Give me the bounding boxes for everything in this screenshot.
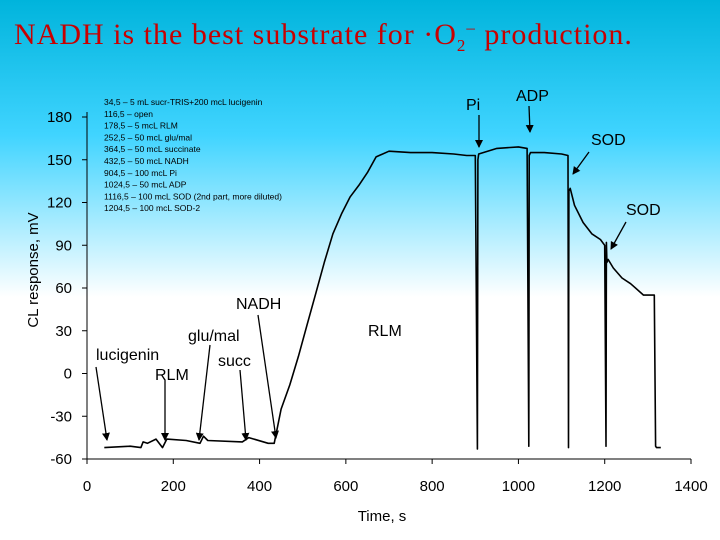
x-axis-ticks: 0 200 400 600 800 1000 1200 1400 (83, 459, 708, 495)
annotation-arrow (572, 151, 590, 175)
annotation-arrow (195, 344, 211, 441)
series-layer (104, 146, 661, 450)
x-tick-label: 0 (83, 478, 91, 495)
legend-line: 1204,5 – 100 mcL SOD-2 (104, 203, 200, 213)
legend-line: 1024,5 – 50 mcL ADP (104, 180, 187, 190)
legend-line: 432,5 – 50 mcL NADH (104, 156, 189, 166)
y-tick-label: 0 (64, 366, 72, 383)
y-tick-label: 90 (55, 237, 72, 254)
annotation-label: Pi (466, 97, 480, 114)
x-tick-label: 400 (247, 478, 272, 495)
y-axis-label: CL response, mV (25, 212, 42, 327)
annotation-label: NADH (236, 296, 281, 313)
annotation-label: ADP (516, 88, 549, 105)
legend-line: 904,5 – 100 mcL Pi (104, 168, 177, 178)
annotation-arrow (257, 314, 279, 439)
annotation-label: lucigenin (96, 347, 159, 364)
annotation-label: SOD (626, 202, 661, 219)
title-superscript: – (466, 18, 476, 37)
legend-line: 252,5 – 50 mcL glu/mal (104, 132, 192, 142)
slide-title: NADH is the best substrate for ·O2– prod… (14, 18, 633, 56)
legend-line: 34,5 – 5 mL sucr-TRIS+200 mcL lucigenin (104, 97, 263, 107)
x-tick-label: 600 (333, 478, 358, 495)
y-axis-ticks: 180 150 120 90 60 30 0 -30 -60 (47, 109, 87, 468)
y-tick-label: -60 (50, 451, 72, 468)
x-axis-label: Time, s (358, 508, 407, 525)
y-tick-label: 60 (55, 280, 72, 297)
annotation-arrow (610, 221, 627, 250)
annotation-label: succ (218, 353, 251, 370)
y-tick-label: -30 (50, 408, 72, 425)
annotation-label: RLM (155, 367, 189, 384)
series-line-0 (104, 146, 661, 450)
y-tick-label: 30 (55, 323, 72, 340)
x-tick-label: 1000 (502, 478, 535, 495)
axes (86, 112, 691, 460)
y-tick-label: 120 (47, 195, 72, 212)
title-subscript: 2 (456, 36, 467, 55)
annotations: lucigenin RLM glu/mal succ NADH RLM Pi ADP SOD SO… (95, 88, 661, 441)
x-tick-label: 800 (420, 478, 445, 495)
y-tick-label: 150 (47, 152, 72, 169)
title-main: NADH is the best substrate for ·O (14, 18, 457, 51)
annotation-arrow (95, 366, 110, 441)
annotation-label: glu/mal (188, 328, 240, 345)
annotation-label: SOD (591, 132, 626, 149)
x-tick-label: 200 (161, 478, 186, 495)
annotation-arrow (525, 105, 534, 133)
x-tick-label: 1400 (674, 478, 707, 495)
legend-line: 1116,5 – 100 mcL SOD (2nd part, more dil… (104, 191, 282, 201)
title-end: production. (475, 18, 633, 51)
annotation-label: RLM (368, 323, 402, 340)
legend-line: 116,5 – open (104, 109, 153, 119)
y-tick-label: 180 (47, 109, 72, 126)
legend-line: 178,5 – 5 mcL RLM (104, 121, 178, 131)
annotation-arrow (239, 369, 250, 441)
x-tick-label: 1200 (588, 478, 621, 495)
legend-line: 364,5 – 50 mcL succinate (104, 144, 201, 154)
legend: 34,5 – 5 mL sucr-TRIS+200 mcL lucigenin 1… (104, 97, 282, 213)
